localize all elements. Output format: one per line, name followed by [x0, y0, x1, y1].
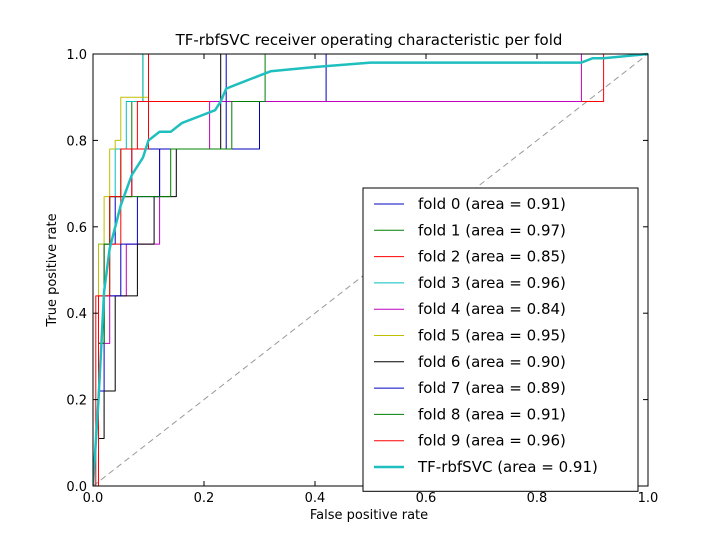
y-tick-label: 1.0 — [66, 48, 87, 63]
legend-label-3: fold 3 (area = 0.96) — [418, 274, 566, 292]
legend-label-10: TF-rbfSVC (area = 0.91) — [417, 458, 598, 476]
legend-label-1: fold 1 (area = 0.97) — [418, 221, 566, 239]
x-tick-label: 0.2 — [194, 491, 215, 506]
legend-label-5: fold 5 (area = 0.95) — [418, 327, 566, 345]
x-tick-label: 0.6 — [416, 491, 437, 506]
legend-label-9: fold 9 (area = 0.96) — [418, 432, 566, 450]
legend: fold 0 (area = 0.91) fold 1 (area = 0.97)… — [362, 187, 639, 492]
y-tick-label: 0.8 — [66, 134, 87, 149]
series-line-9 — [93, 53, 648, 487]
x-tick-label: 0.8 — [527, 491, 548, 506]
legend-label-7: fold 7 (area = 0.89) — [418, 379, 566, 397]
legend-label-0: fold 0 (area = 0.91) — [418, 195, 566, 213]
legend-label-6: fold 6 (area = 0.90) — [418, 353, 566, 371]
x-tick-label: 0.0 — [83, 491, 104, 506]
legend-label-8: fold 8 (area = 0.91) — [418, 405, 566, 423]
chart-title: TF-rbfSVC receiver operating characteris… — [175, 31, 563, 49]
y-axis-title: True positive rate — [45, 213, 60, 327]
x-axis-title: False positive rate — [310, 508, 428, 523]
y-tick-label: 0.2 — [66, 394, 87, 409]
series-line-10 — [93, 52, 649, 487]
y-tick-label: 0.4 — [66, 307, 87, 322]
legend-box — [362, 187, 639, 492]
axes: 0.0 0.2 0.4 0.6 0.8 1.0 0.0 0.2 0.4 0.6 0.8 1.0 — [66, 48, 658, 506]
x-tick-label: 0.4 — [305, 491, 326, 506]
legend-label-4: fold 4 (area = 0.84) — [418, 300, 566, 318]
legend-label-2: fold 2 (area = 0.85) — [418, 248, 566, 266]
series-line-5 — [93, 53, 648, 487]
x-tick-label: 1.0 — [638, 491, 659, 506]
y-tick-label: 0.6 — [66, 221, 87, 236]
y-tick-label: 0.0 — [66, 480, 87, 495]
